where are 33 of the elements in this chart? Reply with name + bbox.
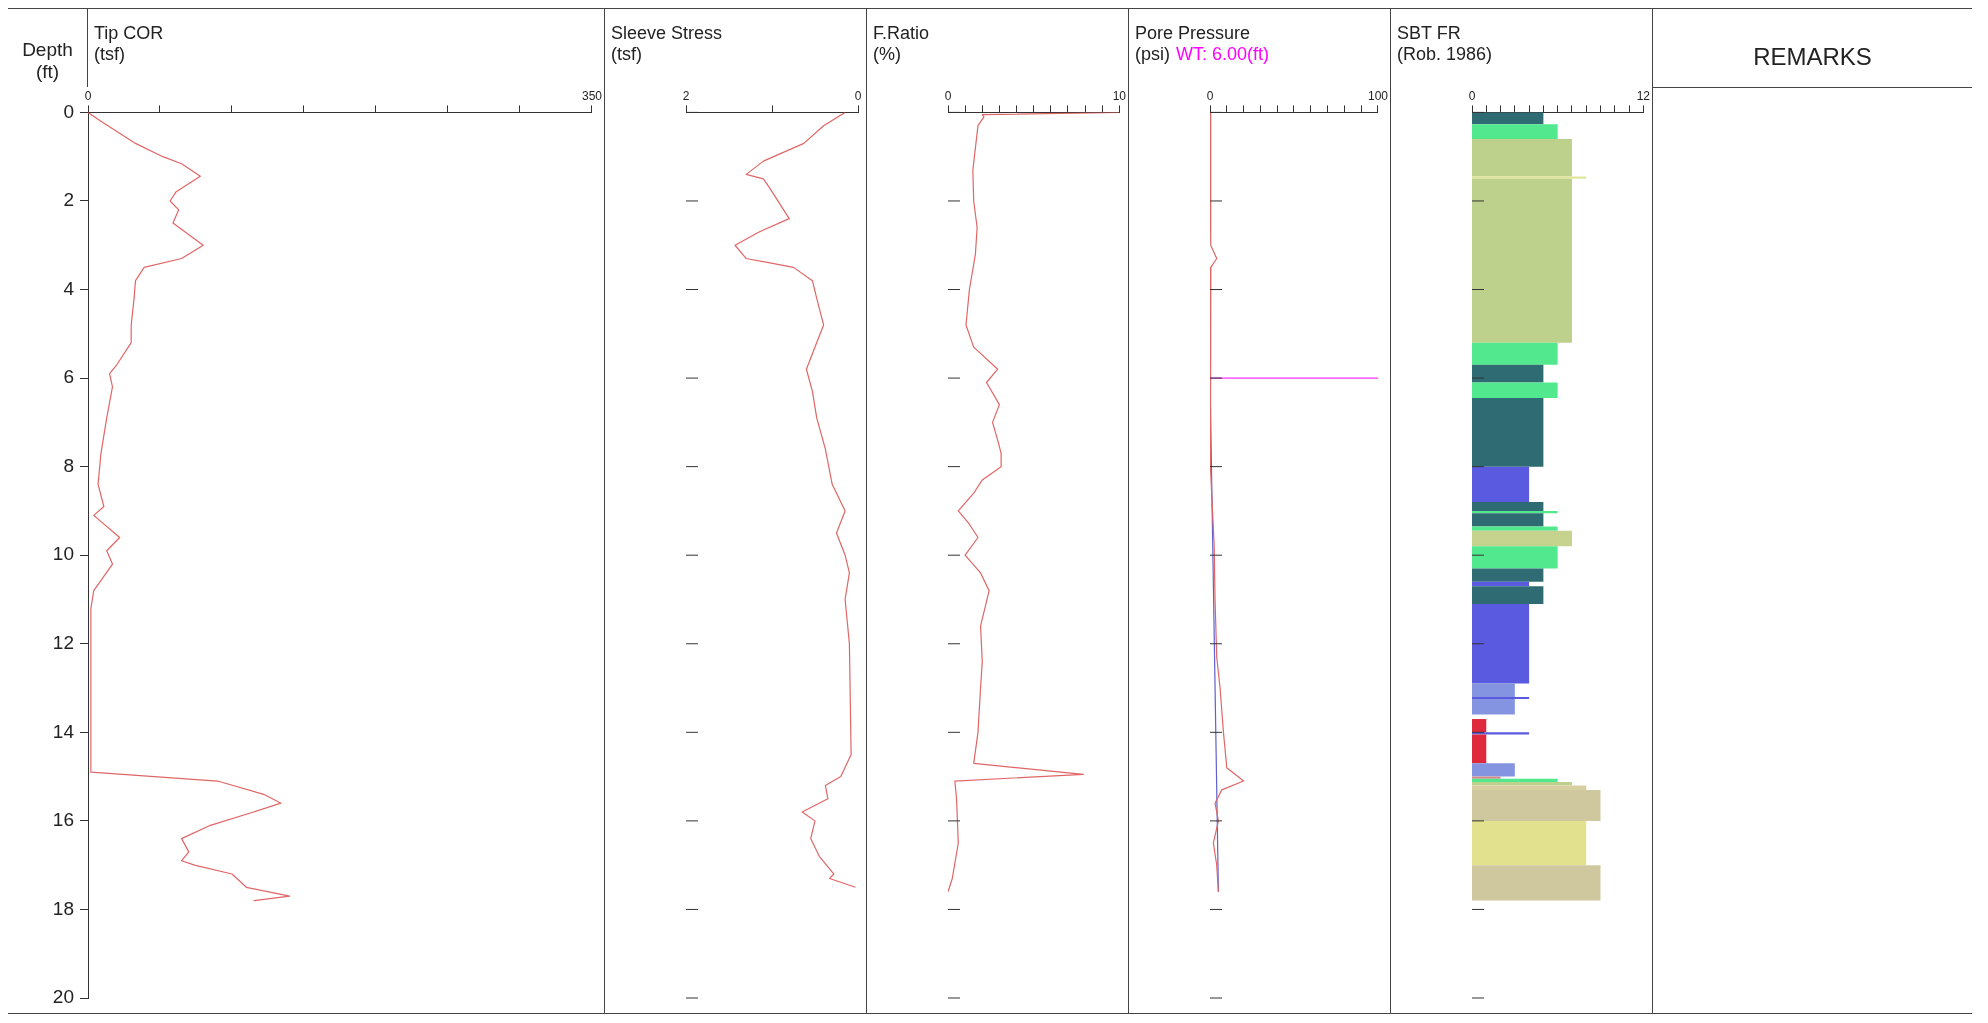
- y-tick-label: 10: [52, 543, 74, 565]
- x-tick-label: 0: [854, 88, 862, 103]
- y-tick-label: 16: [52, 809, 74, 831]
- x-axis-title: (tsf): [611, 44, 642, 64]
- y-tick-label: 20: [52, 986, 74, 1008]
- chart-title: SBT FR: [1397, 23, 1462, 44]
- x-axis-title: (%): [873, 44, 901, 64]
- y-tick-label: 2: [63, 189, 74, 211]
- ref-line-label: WT: 6.00(ft): [1176, 44, 1270, 64]
- x-tick-label: 0: [944, 88, 952, 103]
- y-tick-label: 4: [63, 277, 75, 299]
- x-tick-label: 12: [1636, 88, 1651, 103]
- x-tick-label: 0: [84, 88, 92, 103]
- y-tick-label: 12: [52, 631, 74, 653]
- text: REMARKS: [1653, 9, 1972, 87]
- y-tick-label: 14: [52, 720, 75, 742]
- chart-title: F.Ratio: [873, 23, 930, 44]
- x-tick-label: 10: [1112, 88, 1127, 103]
- x-tick-label: 350: [581, 88, 603, 103]
- x-axis-title: (Rob. 1986): [1397, 44, 1493, 64]
- y-tick-label: 8: [63, 454, 74, 476]
- y-tick-label: 6: [63, 366, 74, 388]
- chart-title: Pore Pressure: [1135, 23, 1252, 44]
- chart-title: Sleeve Stress: [611, 23, 723, 44]
- x-tick-label: 100: [1367, 88, 1389, 103]
- y-axis-title: Depth (ft): [8, 9, 88, 87]
- y-tick-label: 18: [52, 897, 74, 919]
- x-tick-label: 0: [1206, 88, 1214, 103]
- x-axis-title: (psi): [1135, 44, 1170, 64]
- x-tick-label: 2: [682, 88, 690, 103]
- x-axis-title: (tsf): [94, 44, 125, 64]
- chart-title: Tip COR: [94, 23, 164, 44]
- x-tick-label: 0: [1468, 88, 1476, 103]
